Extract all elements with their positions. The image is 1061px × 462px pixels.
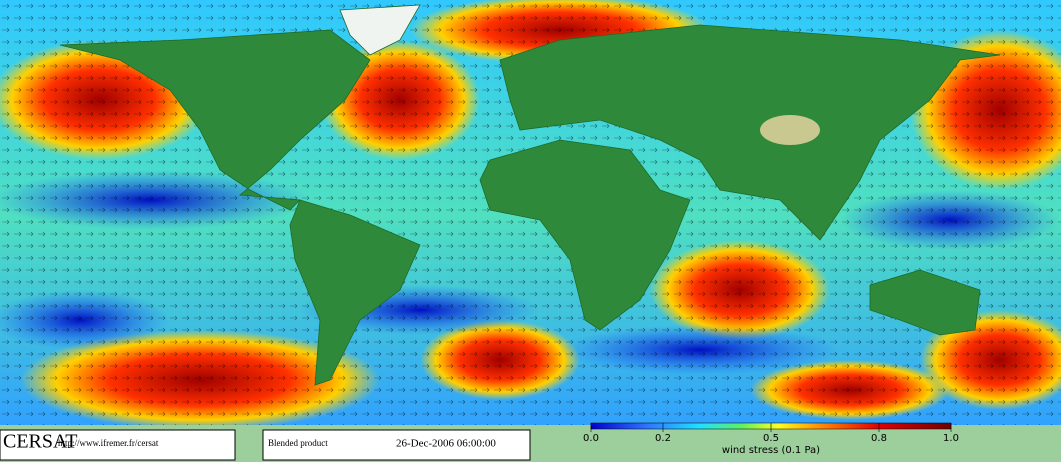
colorbar-tick-label: 1.0 xyxy=(943,433,959,444)
colorbar-label: wind stress (0.1 Pa) xyxy=(722,445,820,456)
colorbar-tick-label: 0.5 xyxy=(763,433,779,444)
logo-box xyxy=(0,429,236,461)
logo: CERSAT xyxy=(3,431,77,453)
colorbar-tick-label: 0.8 xyxy=(871,433,887,444)
land xyxy=(59,4,1001,386)
url[interactable]: http://www.ifremer.fr/cersat xyxy=(58,438,159,448)
timestamp: 26-Dec-2006 06:00:00 xyxy=(396,438,496,450)
colorbar-tick-label: 0.0 xyxy=(583,433,599,444)
product-name: Blended product xyxy=(268,438,328,448)
product-box xyxy=(262,429,531,461)
colorbar-tick-label: 0.2 xyxy=(655,433,671,444)
